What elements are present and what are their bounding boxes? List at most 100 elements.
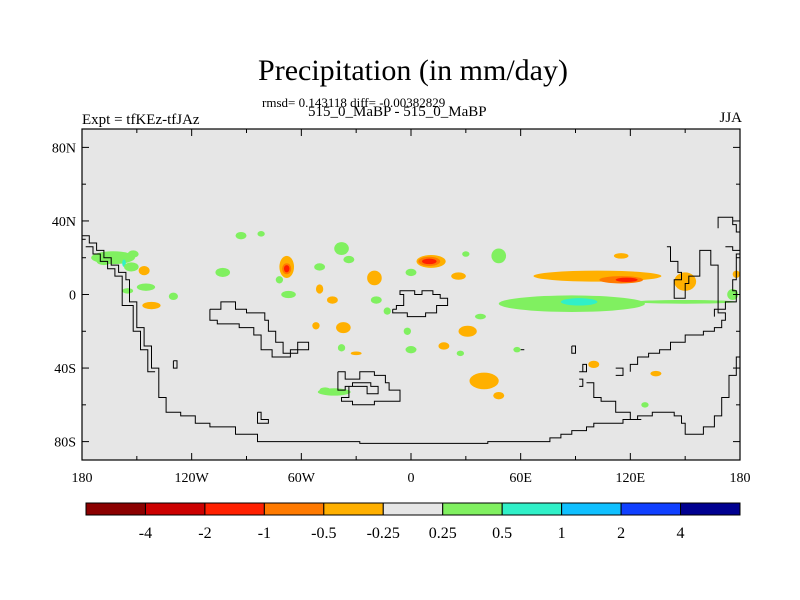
colorbar-box-0 [85,502,146,516]
plot-title: Precipitation (in mm/day) [258,54,568,87]
anomaly-region-26 [367,270,382,286]
anomaly-region-41 [458,325,477,337]
anomaly-region-31 [405,268,417,277]
coastline-13 [629,246,726,372]
y-tick-label-0: 80N [52,141,76,156]
anomaly-region-2 [127,250,139,258]
y-tick-label-4: 80S [54,436,76,451]
anomaly-region-54 [674,272,697,291]
anomaly-region-30 [383,307,391,315]
colorbar-label-4: -0.25 [367,525,400,542]
x-tick-label-3: 0 [408,471,415,486]
experiment-label: Expt = tfKEz-tfJAz [82,112,200,128]
anomaly-region-36 [491,248,507,264]
anomaly-region-16 [275,276,284,284]
x-tick-label-6: 180 [730,471,751,486]
anomaly-region-57 [588,360,600,369]
coastline-6 [392,290,449,318]
coastline-4 [172,360,178,369]
anomaly-region-7 [136,283,156,291]
coastline-14 [725,246,740,251]
coastline-0 [82,235,740,444]
plot-subtitle: 515_0_MaBP - 515_0_MaBP [308,104,487,120]
y-tick-label-1: 40N [52,215,76,230]
colorbar-box-8 [561,502,622,516]
anomaly-region-34 [421,258,437,265]
coastline-7 [257,411,269,424]
colorbar-box-10 [680,502,741,516]
coastline-2 [85,246,156,373]
anomaly-region-6 [122,288,134,294]
anomaly-region-44 [493,391,505,400]
colorbar-label-7: 1 [558,525,566,542]
anomaly-region-55 [727,288,739,301]
colorbar-box-5 [382,502,444,516]
anomaly-region-49 [615,277,638,282]
anomaly-region-29 [370,296,382,304]
anomaly-region-4 [124,262,139,272]
x-tick-label-4: 60E [509,471,532,486]
colorbar-box-1 [144,502,206,516]
anomaly-region-25 [350,351,362,356]
anomaly-region-21 [326,296,338,304]
anomaly-region-39 [405,345,417,354]
coastline-10 [579,378,584,387]
y-tick-label-2: 0 [69,289,76,304]
anomaly-region-8 [142,301,161,310]
anomaly-region-11 [235,231,247,240]
coastline-16 [713,253,740,317]
coastline-8 [571,345,576,354]
anomaly-region-60 [257,231,265,237]
x-tick-label-2: 60W [288,471,316,486]
anomaly-region-10 [215,267,231,278]
anomaly-region-46 [513,346,521,353]
colorbar-box-6 [442,502,503,516]
coastline-11 [586,382,642,420]
map-layer [82,216,740,444]
anomaly-region-53 [633,300,737,304]
colorbar-label-5: 0.25 [429,525,457,542]
anomaly-region-18 [315,284,324,294]
colorbar-box-7 [501,502,563,516]
anomaly-region-42 [456,350,465,357]
colorbar-box-9 [620,502,682,516]
anomaly-region-24 [337,344,346,352]
anomaly-region-58 [650,370,662,377]
anomaly-region-50 [613,253,629,259]
coastline-15 [717,216,740,233]
anomaly-region-5 [138,265,150,276]
anomaly-region-45 [474,313,486,320]
stats-text: rmsd= 0.143118 diff= -0.00382829 [262,95,446,110]
coastline-9 [579,363,587,373]
colorbar-box-4 [323,502,384,516]
coastline-3 [209,301,310,358]
colorbar-label-1: -2 [198,525,211,542]
x-tick-label-1: 120W [175,471,210,486]
anomaly-region-15 [281,290,296,299]
anomaly-region-19 [334,242,349,255]
anomaly-region-59 [641,402,649,408]
anomaly-region-17 [314,263,326,271]
colorbar-label-9: 4 [677,525,685,542]
anomaly-region-52 [560,298,598,306]
colorbar-label-8: 2 [617,525,625,542]
coastline-12 [615,367,624,376]
anomaly-region-14 [283,265,290,273]
colorbar-label-6: 0.5 [492,525,512,542]
season-label: JJA [719,110,742,126]
colorbar-box-2 [204,502,265,516]
anomaly-region-37 [462,251,470,257]
colorbar-label-3: -0.5 [311,525,336,542]
anomaly-region-40 [438,342,450,350]
x-tick-label-5: 120E [616,471,646,486]
anomaly-region-22 [312,322,320,330]
anomaly-region-35 [451,272,466,280]
x-tick-label-0: 180 [72,471,93,486]
colorbar-box-3 [263,502,325,516]
anomaly-region-9 [168,292,178,301]
map-background [82,129,740,460]
anomaly-region-38 [403,327,411,335]
y-tick-label-3: 40S [54,362,76,377]
coastline-5 [337,371,401,406]
